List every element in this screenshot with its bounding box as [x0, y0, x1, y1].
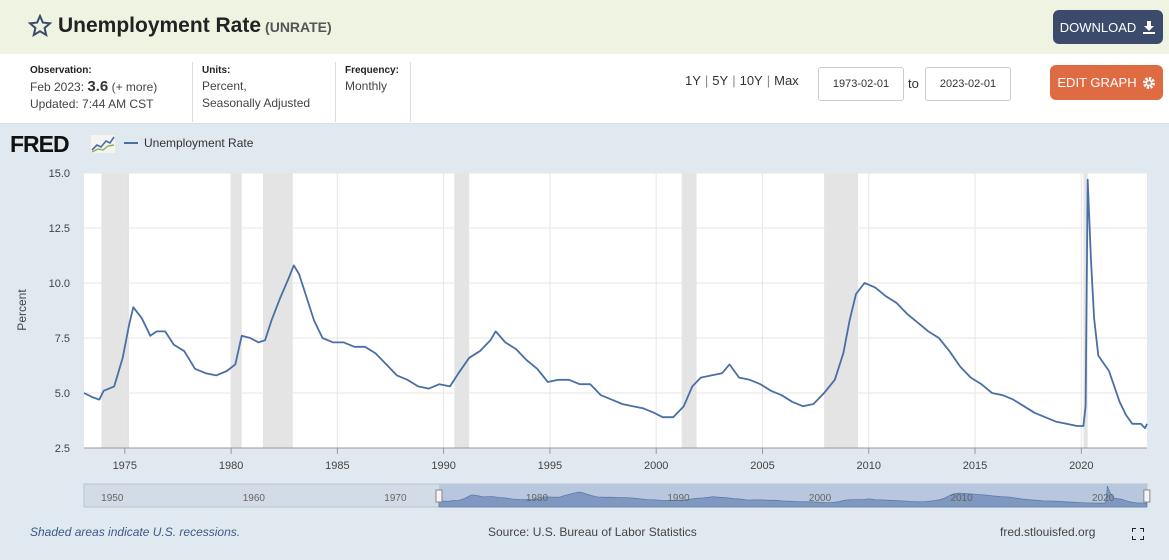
legend-series-name: Unemployment Rate	[144, 136, 254, 150]
observation-block: Observation: Feb 2023: 3.6 (+ more) Upda…	[30, 64, 157, 113]
y-tick-label: 15.0	[49, 168, 70, 180]
observation-date: Feb 2023:	[30, 80, 85, 94]
y-tick-label: 12.5	[49, 223, 70, 235]
divider	[192, 62, 193, 122]
units-block: Units: Percent, Seasonally Adjusted	[202, 64, 310, 112]
navigator-area	[438, 485, 1148, 508]
x-tick-label: 2015	[963, 460, 987, 472]
x-tick-label: 1985	[325, 460, 349, 472]
divider	[410, 62, 411, 122]
recession-note: Shaded areas indicate U.S. recessions.	[30, 525, 241, 539]
range-max-button[interactable]: Max	[774, 73, 799, 88]
frequency-block: Frequency: Monthly	[345, 64, 399, 95]
recession-band	[824, 173, 859, 448]
download-button[interactable]: DOWNLOAD	[1053, 10, 1163, 44]
download-icon	[1143, 21, 1156, 34]
fullscreen-icon[interactable]	[1132, 528, 1144, 540]
range-10y-button[interactable]: 10Y	[739, 73, 763, 88]
navigator-tick-label: 2000	[809, 493, 832, 504]
units-line1: Percent,	[202, 79, 247, 93]
gear-icon	[1142, 76, 1155, 89]
recession-band	[681, 173, 697, 448]
y-tick-label: 5.0	[55, 388, 70, 400]
y-tick-label: 10.0	[49, 278, 70, 290]
legend-swatch	[124, 142, 138, 144]
units-line2: Seasonally Adjusted	[202, 96, 311, 110]
star-outline-icon[interactable]	[28, 14, 52, 38]
series-info-bar: Observation: Feb 2023: 3.6 (+ more) Upda…	[0, 54, 1169, 124]
end-date-input[interactable]: 2023-02-01	[925, 67, 1011, 101]
x-tick-label: 2005	[750, 460, 774, 472]
navigator-handle	[1143, 489, 1151, 503]
fred-chart-logo-icon	[90, 134, 116, 154]
units-label: Units:	[202, 65, 231, 76]
navigator-tick-label: 2020	[1092, 493, 1115, 504]
navigator-tick-label: 1960	[243, 493, 266, 504]
site-link[interactable]: fred.stlouisfed.org	[1000, 525, 1096, 539]
page-title: Unemployment Rate (UNRATE)	[58, 14, 332, 38]
range-navigator[interactable]: 1950 1960 1970 1980 1990 2000 2010 2020	[83, 483, 1151, 508]
observation-value: 3.6	[87, 78, 109, 95]
start-date-input[interactable]: 1973-02-01	[818, 67, 904, 101]
observation-label: Observation:	[30, 65, 92, 76]
x-tick-label: 2010	[857, 460, 881, 472]
recession-band	[262, 173, 293, 448]
navigator-tick-label: 1980	[526, 493, 549, 504]
range-1y-button[interactable]: 1Y	[685, 73, 701, 88]
frequency-label: Frequency:	[345, 65, 399, 76]
plot-area	[84, 173, 1147, 448]
edit-graph-label: EDIT GRAPH	[1057, 75, 1137, 90]
navigator-tick-label: 2010	[950, 493, 973, 504]
frequency-value: Monthly	[345, 79, 388, 93]
observation-more-link[interactable]: (+ more)	[111, 80, 158, 94]
to-label: to	[908, 76, 919, 91]
x-tick-label: 1990	[431, 460, 455, 472]
chart-legend: Unemployment Rate	[124, 136, 253, 150]
divider	[335, 62, 336, 122]
x-tick-label: 2000	[644, 460, 668, 472]
source-text: Source: U.S. Bureau of Labor Statistics	[488, 525, 697, 539]
range-selector: 1Y | 5Y | 10Y | Max	[685, 73, 799, 88]
x-tick-label: 1975	[113, 460, 137, 472]
x-tick-label: 1980	[219, 460, 243, 472]
fred-logo[interactable]: FRED	[10, 131, 70, 157]
recession-band	[454, 173, 470, 448]
updated-text: Updated: 7:44 AM CST	[30, 97, 154, 111]
navigator-tick-label: 1990	[667, 493, 690, 504]
x-tick-label: 1995	[538, 460, 562, 472]
edit-graph-button[interactable]: EDIT GRAPH	[1050, 65, 1163, 100]
x-tick-label: 2020	[1069, 460, 1093, 472]
recession-band	[231, 173, 242, 448]
series-code: (UNRATE)	[265, 19, 332, 35]
header-bar: Unemployment Rate (UNRATE) DOWNLOAD	[0, 0, 1169, 54]
navigator-tick-label: 1970	[384, 493, 407, 504]
line-chart: 2.5 5.0 7.5 10.0 12.5 15.0 1975 1980 1985 1990 199…	[15, 168, 1151, 508]
navigator-handle	[435, 489, 443, 503]
download-label: DOWNLOAD	[1059, 19, 1137, 35]
y-axis-label: Percent	[15, 289, 29, 331]
series-line	[83, 178, 1148, 430]
range-5y-button[interactable]: 5Y	[712, 73, 729, 88]
recession-band	[1083, 173, 1088, 448]
series-title: Unemployment Rate	[58, 14, 262, 37]
navigator-tick-label: 1950	[101, 493, 124, 504]
y-tick-label: 7.5	[55, 333, 70, 345]
y-tick-label: 2.5	[55, 443, 70, 455]
